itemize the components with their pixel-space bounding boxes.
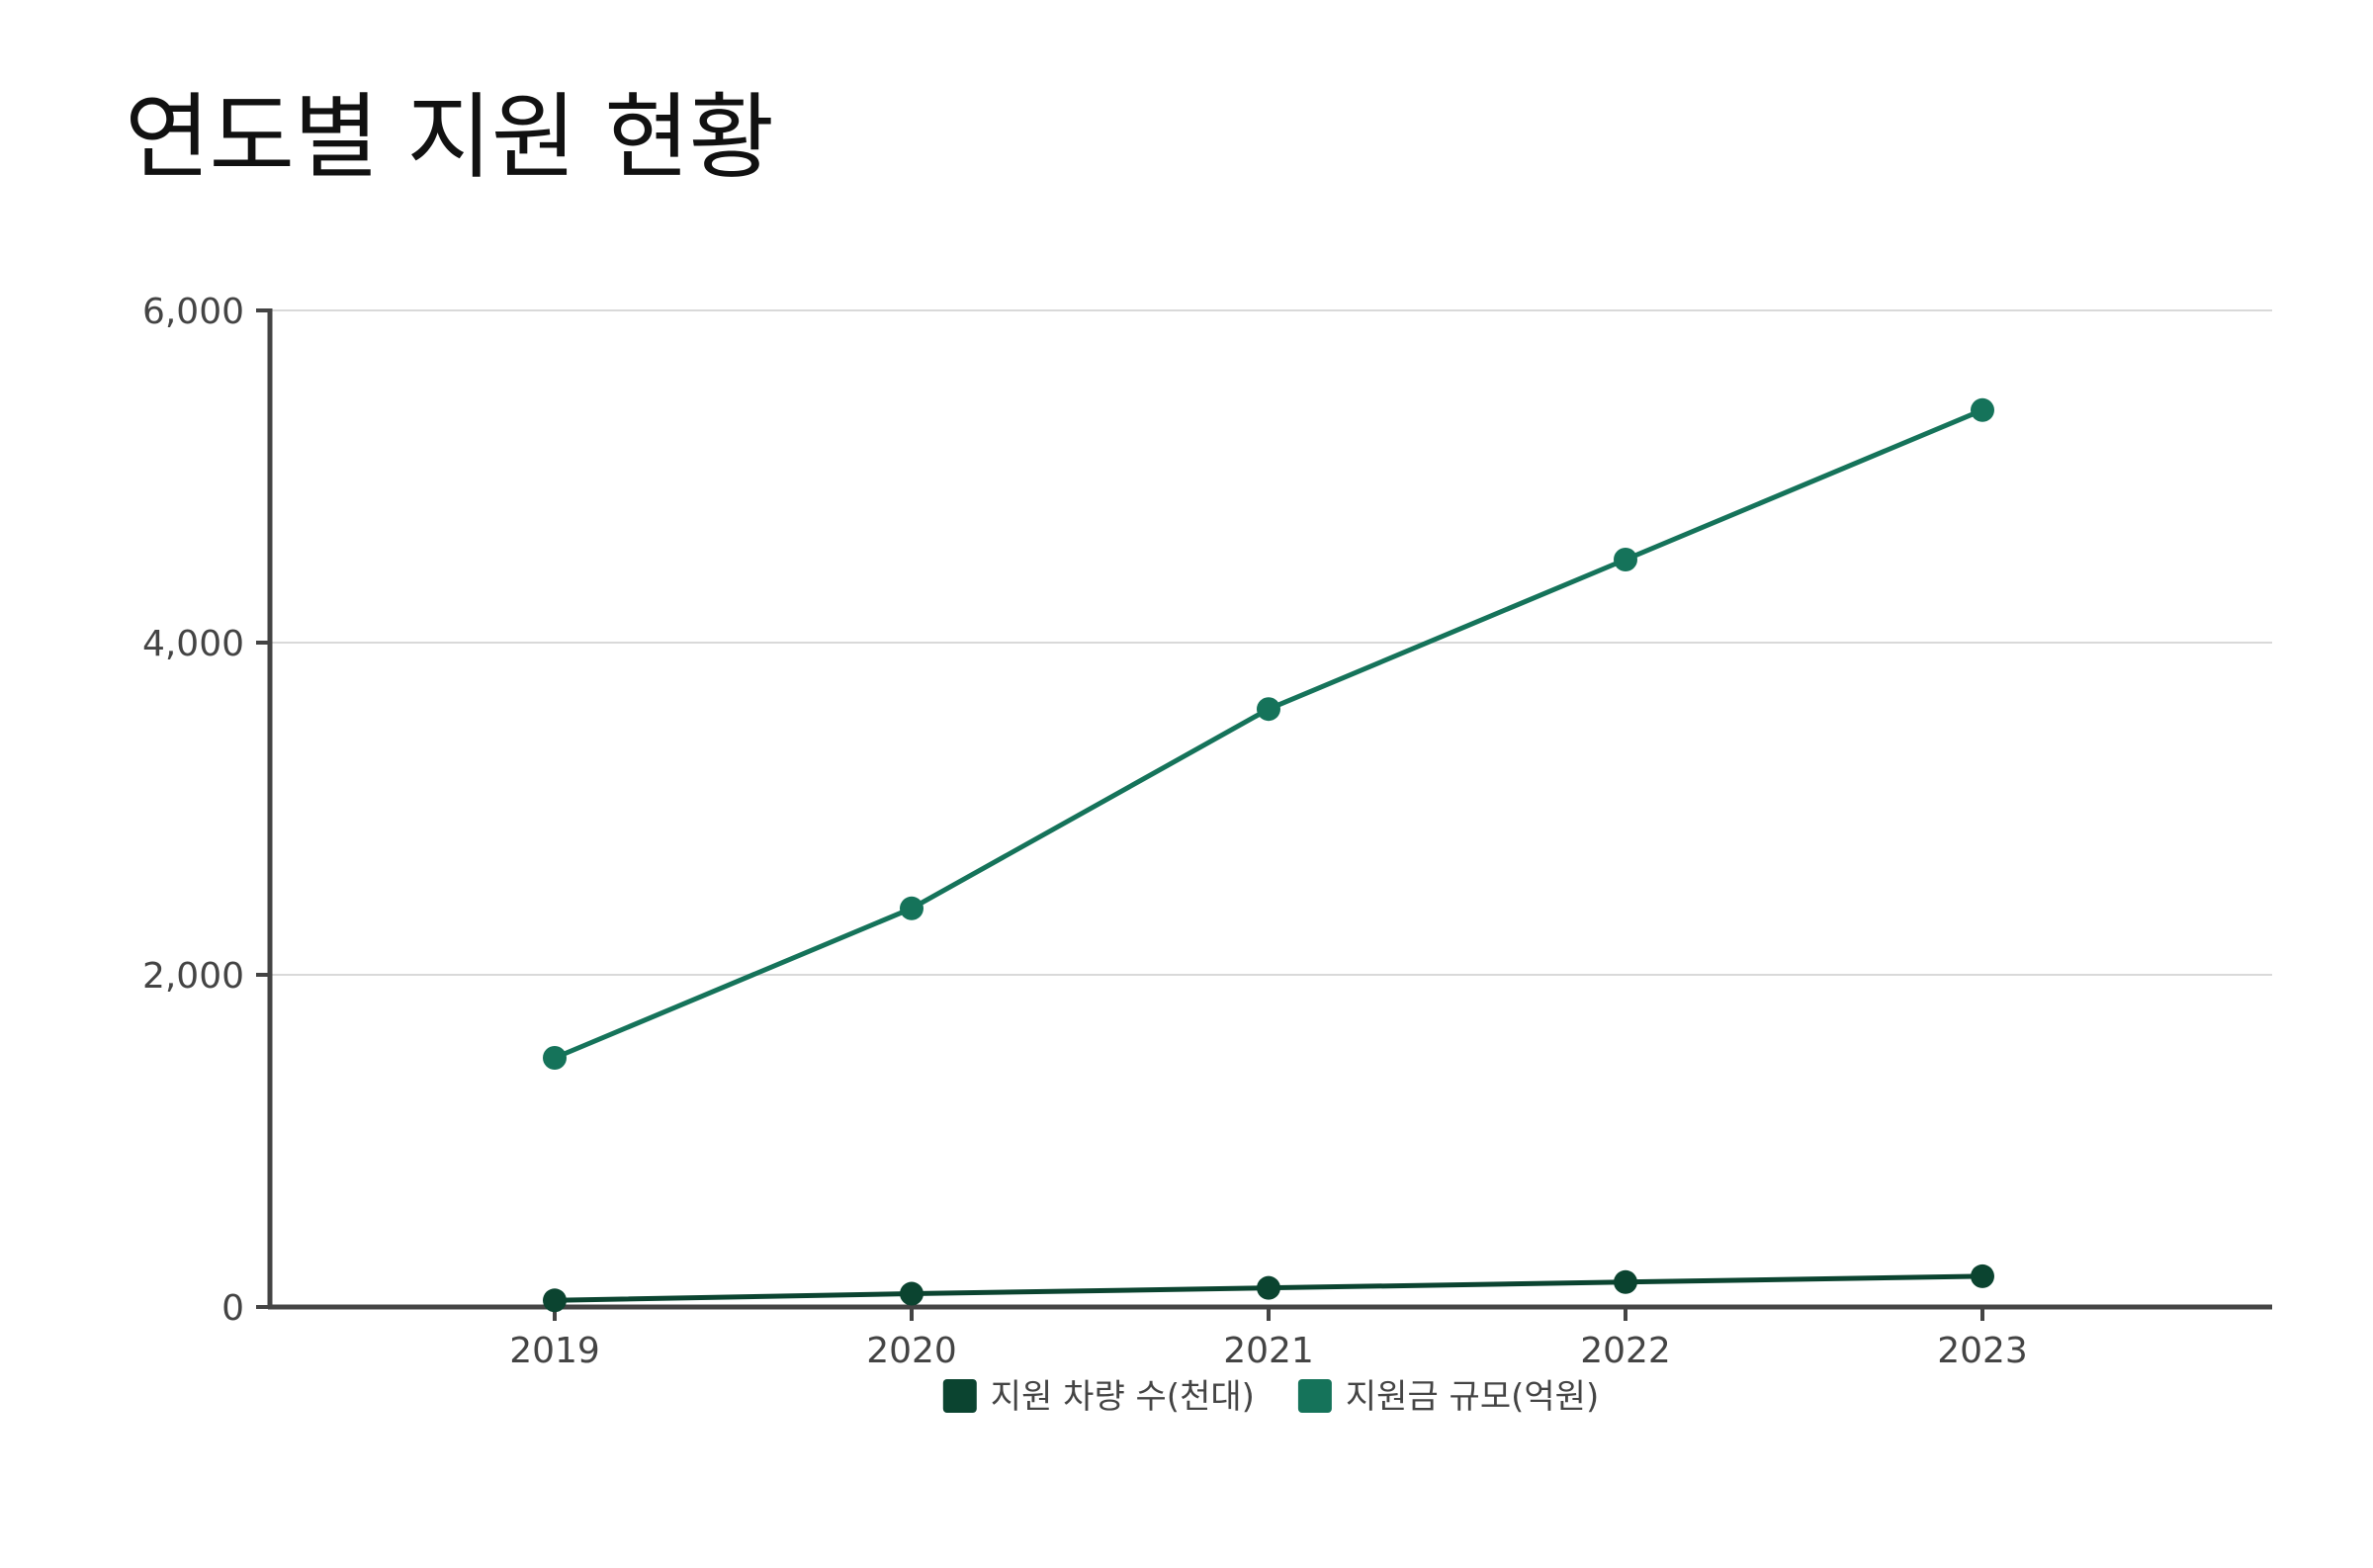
y-tick-label: 6,000: [142, 292, 244, 332]
data-point: [1257, 697, 1280, 722]
y-tick-label: 0: [221, 1288, 244, 1329]
x-tick-label: 2019: [509, 1331, 600, 1371]
x-tick-label: 2022: [1580, 1331, 1671, 1371]
data-point: [900, 1281, 923, 1306]
legend-item-2: 지원금 규모(억원): [1297, 1377, 1599, 1417]
x-tick-label: 2021: [1223, 1331, 1314, 1371]
data-point: [1971, 1263, 1994, 1288]
legend-label: 지원 차량 수(천대): [991, 1377, 1255, 1417]
series-1: [543, 1263, 1994, 1313]
data-point: [1257, 1275, 1280, 1300]
series-layer: [543, 397, 1994, 1313]
legend-swatch: [1297, 1379, 1332, 1413]
data-point: [1971, 397, 1994, 422]
series-2: [543, 397, 1994, 1070]
data-point: [543, 1046, 567, 1070]
x-tick-label: 2023: [1937, 1331, 2028, 1371]
legend-item-1: 지원 차량 수(천대): [942, 1377, 1255, 1417]
legend: 지원 차량 수(천대) 지원금 규모(억원): [942, 1377, 1599, 1417]
data-point: [1614, 548, 1637, 571]
chart-title: 연도별 지원 현황: [125, 84, 774, 192]
grid-lines: [270, 309, 2272, 976]
y-tick-label: 4,000: [142, 624, 244, 664]
data-point: [543, 1288, 567, 1313]
data-point: [1614, 1269, 1637, 1294]
x-tick-label: 2020: [866, 1331, 957, 1371]
legend-label: 지원금 규모(억원): [1346, 1377, 1599, 1417]
y-tick-label: 2,000: [142, 956, 244, 997]
axes: 0 2,000 4,000 6,000 2019 2020 2021 2022 2023: [142, 292, 2272, 1371]
legend-swatch: [942, 1379, 977, 1413]
series-line: [554, 407, 1983, 1061]
data-point: [900, 896, 923, 920]
